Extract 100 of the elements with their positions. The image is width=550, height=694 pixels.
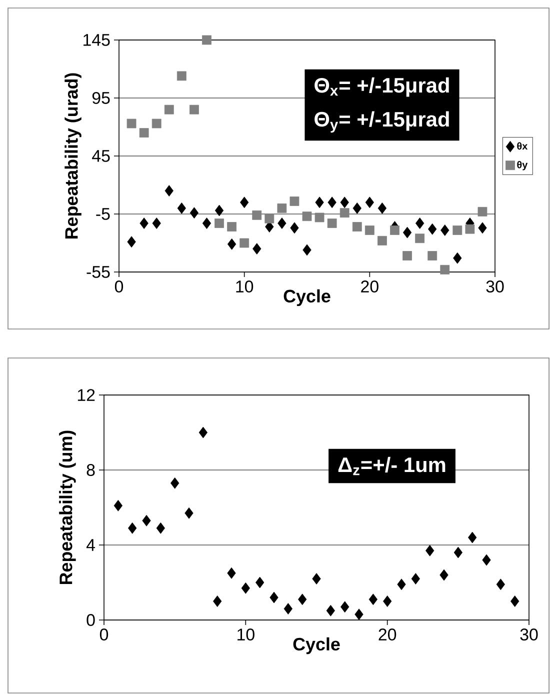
- point: [390, 226, 400, 235]
- x-tick-label: 30: [486, 280, 504, 293]
- point: [465, 224, 475, 234]
- point: [128, 522, 137, 534]
- point: [426, 544, 434, 556]
- point: [198, 426, 208, 438]
- point: [415, 234, 425, 244]
- point: [264, 214, 274, 224]
- point: [364, 226, 374, 235]
- point: [156, 522, 165, 534]
- point: [482, 554, 491, 566]
- point: [140, 218, 148, 229]
- y-tick-label: -55: [86, 266, 110, 278]
- point: [240, 196, 249, 208]
- point: [298, 594, 307, 606]
- x-tick-label: 20: [378, 628, 396, 641]
- point: [440, 224, 450, 236]
- y-tick-label: 145: [84, 34, 110, 46]
- point: [397, 578, 406, 590]
- x-tick-label: 10: [238, 628, 254, 641]
- point: [214, 204, 224, 216]
- point: [453, 252, 462, 264]
- point: [312, 573, 321, 584]
- point: [290, 222, 299, 234]
- point: [326, 604, 335, 616]
- y-tick-label: 45: [92, 150, 110, 162]
- point: [378, 236, 387, 246]
- x-tick-label: 30: [520, 628, 538, 641]
- point: [440, 569, 448, 581]
- point: [284, 603, 292, 614]
- point: [227, 238, 236, 250]
- point: [227, 222, 236, 232]
- annotation: Θ$_{x}$= +/-15μrad: [314, 77, 449, 97]
- point: [378, 202, 387, 214]
- x-axis-title: Cycle: [293, 637, 340, 654]
- y-tick-label: 95: [92, 92, 110, 104]
- point: [152, 118, 162, 128]
- point: [176, 71, 186, 81]
- point: [314, 212, 324, 222]
- point: [440, 264, 450, 274]
- x-tick-label: 0: [114, 280, 124, 293]
- point: [468, 532, 477, 544]
- point: [214, 218, 224, 228]
- point: [315, 196, 324, 208]
- annotation: Θ$_{y}$= +/-15μrad: [314, 111, 449, 133]
- point: [340, 208, 350, 218]
- legend-label: θy: [517, 160, 528, 170]
- point: [152, 218, 161, 229]
- point: [402, 251, 412, 260]
- point: [202, 218, 212, 229]
- point: [252, 243, 262, 254]
- point: [184, 507, 194, 519]
- point: [428, 223, 437, 235]
- point: [241, 582, 250, 594]
- y-tick-label: 4: [86, 539, 95, 551]
- point: [139, 128, 149, 138]
- point: [302, 212, 312, 222]
- point: [256, 576, 264, 588]
- point: [114, 500, 122, 512]
- point: [478, 222, 487, 234]
- point: [411, 573, 420, 584]
- point: [368, 594, 378, 606]
- y-tick-label: 12: [78, 389, 95, 401]
- point: [170, 477, 180, 489]
- legend-label: θx: [517, 142, 528, 150]
- point: [290, 196, 300, 206]
- point: [478, 206, 488, 216]
- point: [164, 185, 174, 196]
- point: [327, 218, 337, 228]
- point: [340, 196, 349, 208]
- point: [164, 104, 174, 114]
- point: [278, 218, 286, 229]
- point: [496, 578, 505, 590]
- point: [190, 104, 199, 114]
- point: [452, 226, 462, 235]
- point: [142, 514, 151, 526]
- point: [126, 118, 136, 128]
- point: [213, 596, 222, 607]
- y-axis-title: Repeatability (um): [59, 430, 76, 584]
- annotation: Δ$_{z}$=+/- 1um: [338, 456, 446, 476]
- point: [352, 222, 362, 232]
- x-tick-label: 20: [361, 280, 378, 293]
- y-axis-title: Repeatability (urad): [64, 73, 82, 238]
- y-tick-label: 8: [86, 464, 95, 476]
- point: [328, 196, 336, 208]
- point: [428, 251, 438, 260]
- point: [383, 596, 392, 607]
- y-tick-label: 0: [86, 614, 95, 626]
- point: [302, 244, 312, 256]
- point: [177, 202, 186, 214]
- point: [252, 210, 262, 220]
- point: [270, 592, 278, 604]
- point: [240, 238, 250, 248]
- point: [340, 601, 350, 613]
- point: [415, 218, 424, 229]
- point: [402, 226, 412, 238]
- point: [454, 546, 462, 558]
- y-tick-label: -5: [96, 208, 110, 220]
- point: [365, 196, 374, 208]
- x-tick-label: 10: [236, 280, 254, 293]
